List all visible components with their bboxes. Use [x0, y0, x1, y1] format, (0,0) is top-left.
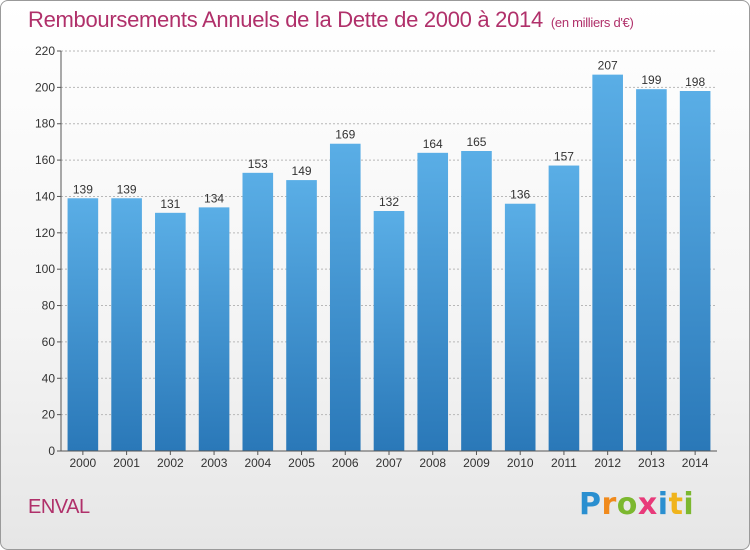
bar-2001	[111, 198, 142, 451]
bar-2004	[242, 172, 274, 451]
bar-value-label: 199	[641, 73, 661, 87]
y-tick-label: 160	[35, 153, 55, 167]
bar-value-label: 157	[554, 150, 574, 164]
axes: 0 20 40 60 80 100 120 140 160 180 200 220 2000 2001 20…	[35, 44, 717, 470]
bar-2013	[636, 89, 667, 451]
x-tick-label: 2009	[463, 456, 490, 470]
x-tick-label: 2010	[507, 456, 534, 470]
x-tick-label: 2011	[551, 456, 577, 470]
x-tick-label: 2005	[288, 456, 315, 470]
bar-2005	[286, 180, 317, 451]
x-tick-label: 2014	[682, 456, 709, 470]
y-tick-label: 140	[35, 189, 55, 203]
bar-2011	[548, 165, 580, 451]
bar-value-label: 132	[379, 195, 399, 209]
bar-2000	[67, 198, 99, 451]
bar-value-label: 139	[73, 182, 93, 196]
bar-value-label: 139	[117, 182, 137, 196]
chart-title-text: Remboursements Annuels de la Dette de 20…	[28, 7, 543, 32]
x-tick-label: 2003	[201, 456, 228, 470]
bar-2012	[592, 74, 623, 452]
y-tick-label: 0	[48, 444, 55, 458]
bar-value-label: 153	[248, 157, 268, 171]
chart-title: Remboursements Annuels de la Dette de 20…	[28, 7, 634, 33]
bar-2002	[155, 212, 186, 451]
bar-2007	[373, 211, 405, 451]
x-tick-label: 2012	[594, 456, 621, 470]
y-tick-label: 40	[42, 371, 56, 385]
x-tick-label: 2000	[70, 456, 97, 470]
bar-value-label: 207	[598, 59, 618, 73]
chart-subtitle: (en milliers d'€)	[550, 15, 634, 30]
x-tick-label: 2006	[332, 456, 359, 470]
bar-value-label: 149	[292, 164, 312, 178]
y-tick-label: 220	[35, 44, 55, 58]
bar-value-label: 169	[335, 128, 355, 142]
bar-value-label: 131	[160, 197, 180, 211]
x-tick-label: 2013	[638, 456, 665, 470]
bar-value-label: 134	[204, 191, 224, 205]
bar-2008	[417, 152, 449, 451]
x-tick-label: 2002	[157, 456, 184, 470]
bar-2006	[329, 143, 361, 451]
y-tick-label: 120	[35, 226, 55, 240]
y-tick-label: 100	[35, 262, 55, 276]
x-tick-label: 2008	[419, 456, 446, 470]
bar-value-label: 198	[685, 75, 705, 89]
bar-2009	[461, 151, 492, 451]
bar-2014	[679, 91, 711, 451]
proxiti-logo: Proxiti	[579, 487, 695, 522]
bar-value-label: 164	[423, 137, 443, 151]
bar-value-label: 165	[466, 135, 486, 149]
bars: 139 139 131 134 153 149 169 132 164 165 136 157 207 1…	[67, 59, 711, 452]
x-tick-label: 2004	[244, 456, 271, 470]
x-tick-label: 2001	[113, 456, 140, 470]
y-tick-label: 60	[42, 335, 56, 349]
bar-2003	[198, 207, 230, 451]
y-tick-label: 180	[35, 117, 55, 131]
y-tick-label: 200	[35, 80, 55, 94]
y-tick-label: 80	[42, 299, 56, 313]
bar-value-label: 136	[510, 188, 530, 202]
x-tick-label: 2007	[376, 456, 403, 470]
y-tick-label: 20	[42, 408, 56, 422]
bar-2010	[504, 203, 536, 451]
commune-name: ENVAL	[28, 496, 90, 518]
